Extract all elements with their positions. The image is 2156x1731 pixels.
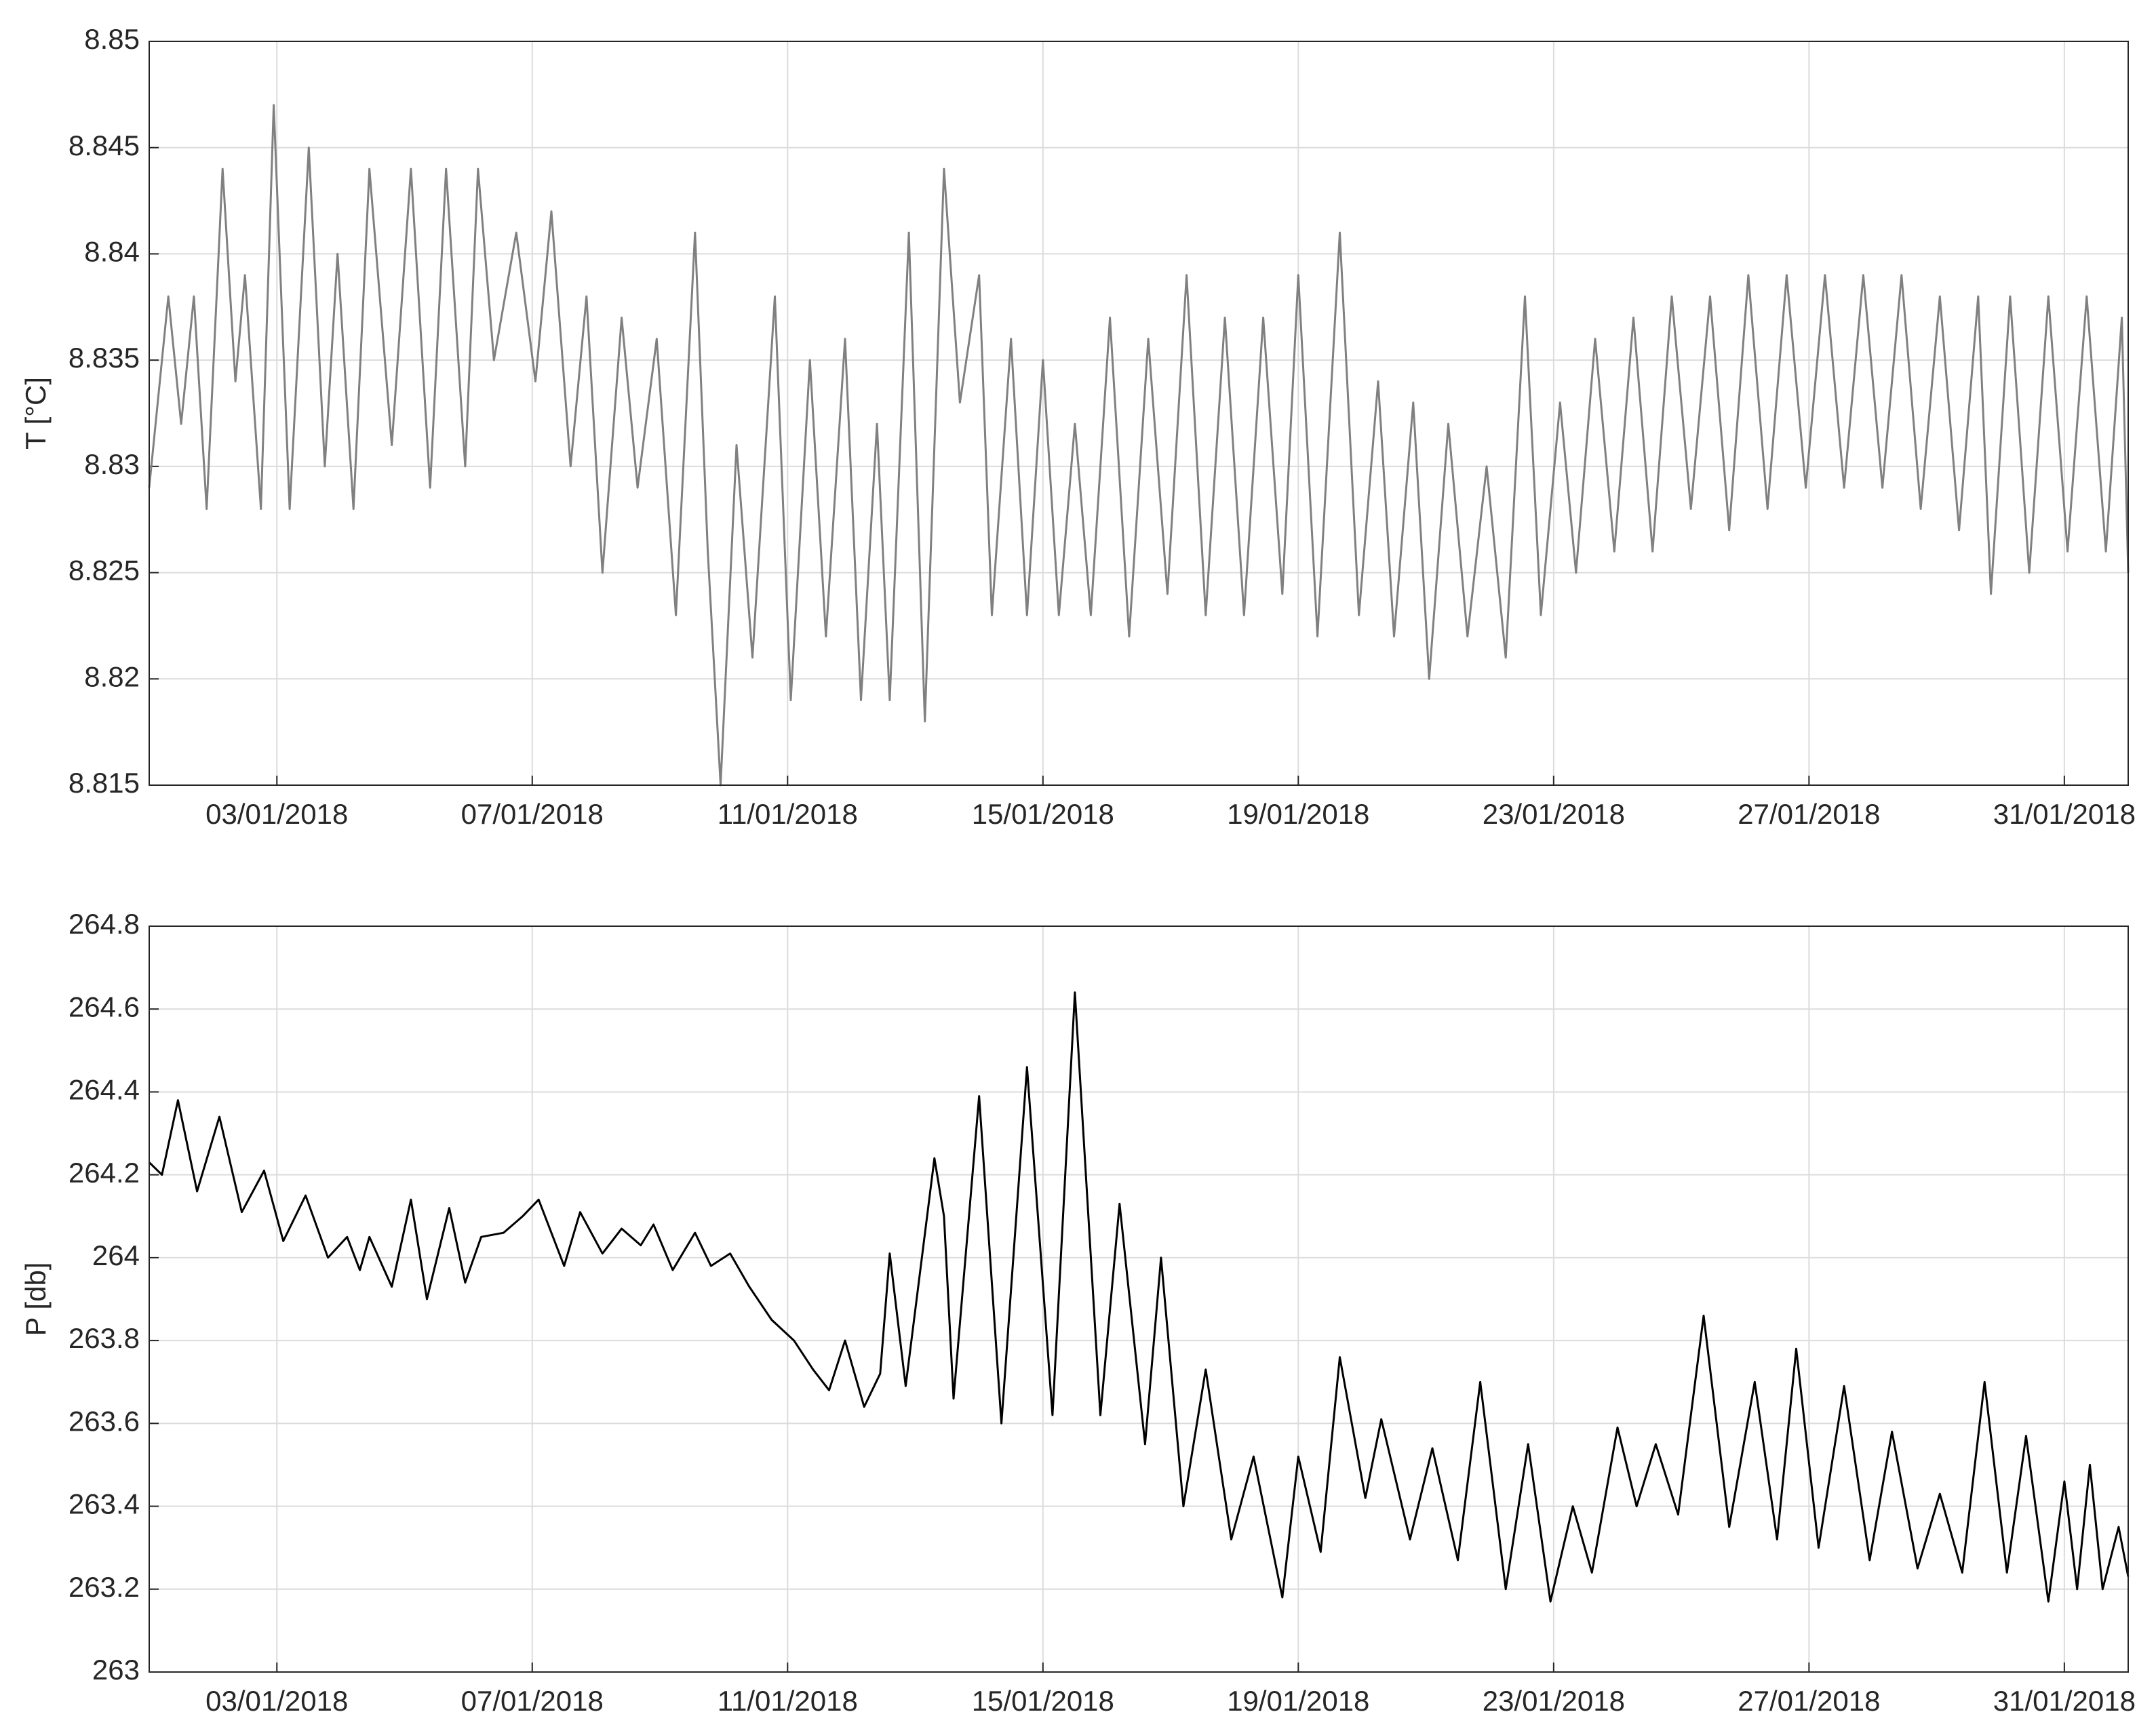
x-tick-label: 23/01/2018 (1483, 1685, 1625, 1717)
y-tick-label: 263.6 (68, 1405, 140, 1437)
y-tick-label: 263 (92, 1654, 140, 1686)
x-tick-label: 19/01/2018 (1227, 1685, 1369, 1717)
y-axis-label: P [db] (20, 1262, 52, 1336)
axes-box (149, 926, 2129, 1673)
x-tick-label: 27/01/2018 (1738, 1685, 1880, 1717)
x-tick-label: 11/01/2018 (718, 798, 858, 830)
y-tick-label: 264.6 (68, 991, 140, 1022)
y-tick-label: 264.8 (68, 908, 140, 940)
x-tick-label: 11/01/2018 (718, 1685, 858, 1717)
x-tick-label: 03/01/2018 (205, 798, 348, 830)
y-tick-label: 8.835 (68, 342, 140, 374)
x-tick-label: 19/01/2018 (1227, 798, 1369, 830)
x-tick-label: 31/01/2018 (1993, 798, 2136, 830)
axes-box (149, 41, 2129, 786)
y-tick-label: 8.845 (68, 130, 140, 161)
y-tick-label: 264.2 (68, 1157, 140, 1189)
y-tick-label: 8.825 (68, 555, 140, 586)
x-tick-label: 31/01/2018 (1993, 1685, 2136, 1717)
x-tick-label: 23/01/2018 (1483, 798, 1625, 830)
x-tick-label: 03/01/2018 (205, 1685, 348, 1717)
y-tick-label: 8.85 (84, 23, 140, 55)
x-tick-label: 07/01/2018 (461, 798, 604, 830)
y-axis-label: T [°C] (20, 377, 52, 450)
y-tick-label: 263.4 (68, 1488, 140, 1520)
y-tick-label: 8.815 (68, 767, 140, 799)
y-tick-label: 264 (92, 1239, 140, 1271)
x-tick-label: 15/01/2018 (972, 1685, 1114, 1717)
data-line (148, 991, 2130, 1603)
y-tick-label: 263.8 (68, 1322, 140, 1354)
y-tick-label: 8.84 (84, 236, 140, 268)
x-tick-label: 15/01/2018 (972, 798, 1114, 830)
x-tick-label: 07/01/2018 (461, 1685, 604, 1717)
data-line (148, 104, 2130, 787)
y-tick-label: 264.4 (68, 1074, 140, 1106)
y-tick-label: 8.82 (84, 660, 140, 692)
x-tick-label: 27/01/2018 (1738, 798, 1880, 830)
y-tick-label: 8.83 (84, 448, 140, 480)
y-tick-label: 263.2 (68, 1571, 140, 1603)
